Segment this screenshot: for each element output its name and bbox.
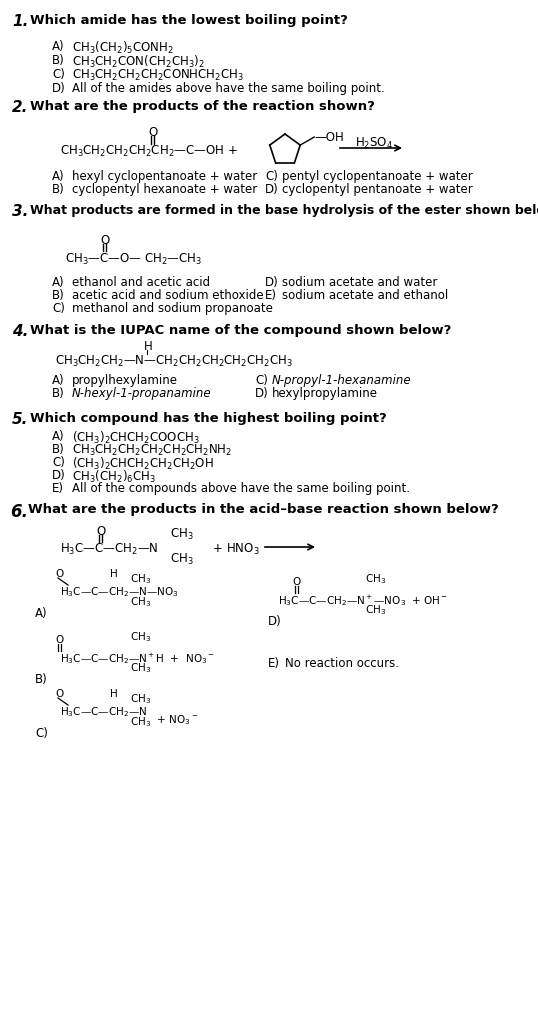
Text: E): E) (268, 657, 280, 670)
Text: (CH$_3$)$_2$CHCH$_2$CH$_2$CH$_2$OH: (CH$_3$)$_2$CHCH$_2$CH$_2$CH$_2$OH (72, 456, 214, 472)
Text: B): B) (52, 387, 65, 400)
Text: H$_2$SO$_4$: H$_2$SO$_4$ (355, 136, 393, 152)
Text: O: O (148, 126, 157, 139)
Text: 2.: 2. (12, 100, 29, 115)
Text: O: O (55, 569, 63, 579)
Text: D): D) (268, 615, 282, 628)
Text: ethanol and acetic acid: ethanol and acetic acid (72, 276, 210, 289)
Text: H$_3$C—C—CH$_2$—N: H$_3$C—C—CH$_2$—N (60, 705, 147, 719)
Text: CH$_3$: CH$_3$ (365, 603, 386, 616)
Text: CH$_3$CH$_2$CH$_2$CH$_2$CH$_2$CH$_2$NH$_2$: CH$_3$CH$_2$CH$_2$CH$_2$CH$_2$CH$_2$NH$_… (72, 443, 232, 458)
Text: CH$_3$CH$_2$CON(CH$_2$CH$_3$)$_2$: CH$_3$CH$_2$CON(CH$_2$CH$_3$)$_2$ (72, 54, 205, 70)
Text: D): D) (265, 276, 279, 289)
Text: B): B) (52, 443, 65, 456)
Text: 6.: 6. (10, 503, 28, 521)
Text: H$_3$C—C—CH$_2$—N: H$_3$C—C—CH$_2$—N (60, 542, 159, 557)
Text: CH$_3$: CH$_3$ (130, 692, 151, 706)
Text: E): E) (52, 482, 64, 495)
Text: No reaction occurs.: No reaction occurs. (285, 657, 399, 670)
Text: CH$_3$: CH$_3$ (130, 715, 151, 729)
Text: CH$_3$: CH$_3$ (130, 572, 151, 586)
Text: What products are formed in the base hydrolysis of the ester shown below with Na: What products are formed in the base hyd… (30, 204, 538, 217)
Text: D): D) (255, 387, 269, 400)
Text: O: O (96, 525, 105, 538)
Text: CH$_3$(CH$_2$)$_6$CH$_3$: CH$_3$(CH$_2$)$_6$CH$_3$ (72, 469, 156, 485)
Text: 3.: 3. (12, 204, 29, 219)
Text: + NO$_3$$^-$: + NO$_3$$^-$ (150, 713, 199, 727)
Text: CH$_3$(CH$_2$)$_5$CONH$_2$: CH$_3$(CH$_2$)$_5$CONH$_2$ (72, 40, 174, 56)
Text: CH$_3$: CH$_3$ (130, 662, 151, 675)
Text: acetic acid and sodium ethoxide: acetic acid and sodium ethoxide (72, 289, 264, 302)
Text: 5.: 5. (12, 412, 29, 427)
Text: propylhexylamine: propylhexylamine (72, 374, 178, 387)
Text: What is the IUPAC name of the compound shown below?: What is the IUPAC name of the compound s… (30, 324, 451, 337)
Text: CH$_3$: CH$_3$ (130, 595, 151, 609)
Text: H: H (144, 340, 153, 353)
Text: C): C) (52, 302, 65, 315)
Text: A): A) (52, 374, 65, 387)
Text: H: H (110, 569, 118, 579)
Text: C): C) (52, 68, 65, 81)
Text: All of the compounds above have the same boiling point.: All of the compounds above have the same… (72, 482, 410, 495)
Text: CH$_3$: CH$_3$ (170, 527, 194, 542)
Text: H$_3$C—C—CH$_2$—N—NO$_3$: H$_3$C—C—CH$_2$—N—NO$_3$ (60, 585, 179, 599)
Text: N-propyl-1-hexanamine: N-propyl-1-hexanamine (272, 374, 412, 387)
Text: B): B) (52, 289, 65, 302)
Text: CH$_3$: CH$_3$ (170, 552, 194, 567)
Text: C): C) (52, 456, 65, 469)
Text: A): A) (52, 40, 65, 53)
Text: C): C) (35, 727, 48, 740)
Text: —OH: —OH (314, 131, 344, 144)
Text: Which amide has the lowest boiling point?: Which amide has the lowest boiling point… (30, 14, 348, 27)
Text: E): E) (265, 289, 277, 302)
Text: sodium acetate and water: sodium acetate and water (282, 276, 437, 289)
Text: pentyl cyclopentanoate + water: pentyl cyclopentanoate + water (282, 170, 473, 183)
Text: O: O (55, 635, 63, 645)
Text: A): A) (52, 430, 65, 443)
Text: H$_3$C—C—CH$_2$—N$^+$H  +  NO$_3$$^-$: H$_3$C—C—CH$_2$—N$^+$H + NO$_3$$^-$ (60, 651, 215, 666)
Text: + HNO$_3$: + HNO$_3$ (205, 542, 259, 557)
Text: CH$_3$: CH$_3$ (365, 572, 386, 586)
Text: O: O (55, 689, 63, 699)
Text: D): D) (265, 183, 279, 196)
Text: (CH$_3$)$_2$CHCH$_2$COOCH$_3$: (CH$_3$)$_2$CHCH$_2$COOCH$_3$ (72, 430, 200, 446)
Text: C): C) (255, 374, 268, 387)
Text: CH$_3$CH$_2$CH$_2$CH$_2$CH$_2$—C—OH: CH$_3$CH$_2$CH$_2$CH$_2$CH$_2$—C—OH (60, 144, 224, 159)
Text: CH$_3$CH$_2$CH$_2$—N—CH$_2$CH$_2$CH$_2$CH$_2$CH$_2$CH$_3$: CH$_3$CH$_2$CH$_2$—N—CH$_2$CH$_2$CH$_2$C… (55, 354, 293, 369)
Text: A): A) (52, 170, 65, 183)
Text: H: H (110, 689, 118, 699)
Text: O: O (100, 234, 109, 247)
Text: A): A) (52, 276, 65, 289)
Text: A): A) (35, 607, 48, 620)
Text: methanol and sodium propanoate: methanol and sodium propanoate (72, 302, 273, 315)
Text: CH$_3$—C—O— CH$_2$—CH$_3$: CH$_3$—C—O— CH$_2$—CH$_3$ (65, 252, 202, 267)
Text: CH$_3$: CH$_3$ (130, 630, 151, 644)
Text: O: O (292, 577, 300, 587)
Text: CH$_3$CH$_2$CH$_2$CH$_2$CONHCH$_2$CH$_3$: CH$_3$CH$_2$CH$_2$CH$_2$CONHCH$_2$CH$_3$ (72, 68, 244, 83)
Text: hexylpropylamine: hexylpropylamine (272, 387, 378, 400)
Text: 4.: 4. (12, 324, 29, 339)
Text: N-hexyl-1-propanamine: N-hexyl-1-propanamine (72, 387, 211, 400)
Text: What are the products of the reaction shown?: What are the products of the reaction sh… (30, 100, 375, 113)
Text: D): D) (52, 469, 66, 482)
Text: All of the amides above have the same boiling point.: All of the amides above have the same bo… (72, 82, 385, 95)
Text: hexyl cyclopentanoate + water: hexyl cyclopentanoate + water (72, 170, 257, 183)
Text: +: + (228, 144, 238, 157)
Text: C): C) (265, 170, 278, 183)
Text: Which compound has the highest boiling point?: Which compound has the highest boiling p… (30, 412, 387, 425)
Text: B): B) (35, 673, 48, 686)
Text: B): B) (52, 183, 65, 196)
Text: What are the products in the acid–base reaction shown below?: What are the products in the acid–base r… (28, 503, 499, 516)
Text: B): B) (52, 54, 65, 67)
Text: H$_3$C—C—CH$_2$—N$^+$—NO$_3$  + OH$^-$: H$_3$C—C—CH$_2$—N$^+$—NO$_3$ + OH$^-$ (278, 593, 448, 608)
Text: 1.: 1. (12, 14, 29, 29)
Text: cyclopentyl hexanoate + water: cyclopentyl hexanoate + water (72, 183, 257, 196)
Text: sodium acetate and ethanol: sodium acetate and ethanol (282, 289, 448, 302)
Text: D): D) (52, 82, 66, 95)
Text: cyclopentyl pentanoate + water: cyclopentyl pentanoate + water (282, 183, 473, 196)
